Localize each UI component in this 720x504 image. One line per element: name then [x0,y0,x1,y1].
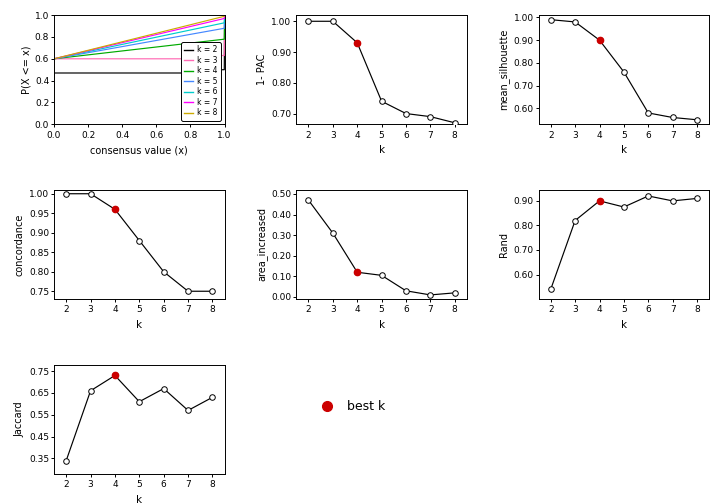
Y-axis label: Rand: Rand [500,232,510,257]
k = 6 [220,12,229,18]
Legend: k = 2, k = 3, k = 4, k = 5, k = 6, k = 7, k = 8: k = 2, k = 3, k = 4, k = 5, k = 6, k = 7… [181,42,221,120]
k = 6 [151,34,160,40]
k = 7 [142,34,150,40]
k = 8 [189,21,198,27]
k = 4 [50,121,58,128]
k = 3 [50,121,58,128]
k = 8 [216,14,225,20]
k = 4 [132,46,140,52]
k = 2 [189,70,198,76]
k = 2 [216,67,225,73]
k = 6 [132,38,140,44]
k = 4 [220,12,229,18]
k = 5 [50,121,58,128]
k = 2 [131,70,140,76]
k = 3 [132,56,140,62]
k = 7 [220,12,229,18]
k = 5 [132,41,140,47]
Text: best k: best k [348,400,386,413]
k = 8 [131,36,140,42]
k = 4 [142,45,150,51]
X-axis label: k: k [136,320,143,330]
k = 6 [50,121,58,128]
Line: k = 6: k = 6 [54,15,225,124]
k = 3 [216,52,225,58]
k = 3 [131,56,140,62]
k = 5 [216,26,225,32]
Line: k = 2: k = 2 [54,15,225,124]
k = 8 [220,12,229,18]
Y-axis label: Jaccard: Jaccard [15,401,25,437]
Y-axis label: 1- PAC: 1- PAC [257,54,267,85]
k = 3 [189,56,198,62]
k = 5 [151,38,160,44]
Line: k = 8: k = 8 [54,15,225,124]
k = 7 [131,37,140,43]
Line: k = 5: k = 5 [54,15,225,124]
k = 2 [220,12,229,18]
k = 2 [50,121,58,128]
X-axis label: k: k [379,145,384,155]
k = 7 [132,36,140,42]
k = 3 [220,12,229,18]
k = 3 [142,56,150,62]
k = 5 [131,41,140,47]
k = 5 [142,39,150,45]
k = 2 [151,70,160,76]
k = 4 [151,44,160,50]
X-axis label: k: k [379,320,384,330]
k = 6 [189,26,198,32]
X-axis label: k: k [621,320,627,330]
Line: k = 3: k = 3 [54,15,225,124]
k = 8 [142,33,150,39]
k = 5 [220,12,229,18]
k = 4 [131,46,140,52]
k = 6 [131,39,140,45]
k = 8 [50,121,58,128]
k = 2 [132,70,140,76]
k = 4 [189,40,198,46]
k = 6 [216,21,225,27]
k = 7 [151,32,160,38]
Y-axis label: mean_silhouette: mean_silhouette [498,29,510,110]
k = 5 [189,31,198,37]
k = 2 [142,70,150,76]
k = 7 [216,16,225,22]
X-axis label: k: k [621,145,627,155]
X-axis label: k: k [136,494,143,504]
X-axis label: consensus value (x): consensus value (x) [91,145,188,155]
k = 3 [151,56,160,62]
Line: k = 7: k = 7 [54,15,225,124]
k = 8 [132,35,140,41]
Y-axis label: area_increased: area_increased [256,208,267,281]
k = 8 [151,30,160,36]
k = 7 [189,23,198,29]
Y-axis label: P(X <= x): P(X <= x) [22,45,32,94]
k = 6 [142,36,150,42]
Y-axis label: concordance: concordance [15,213,25,276]
Line: k = 4: k = 4 [54,15,225,124]
k = 7 [50,121,58,128]
k = 4 [216,37,225,43]
